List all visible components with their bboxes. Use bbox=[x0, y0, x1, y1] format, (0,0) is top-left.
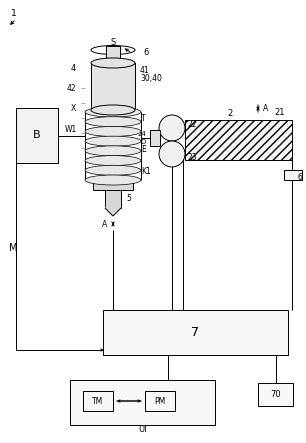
Text: B: B bbox=[33, 131, 41, 140]
Ellipse shape bbox=[85, 165, 141, 175]
Text: 22: 22 bbox=[188, 120, 197, 128]
Ellipse shape bbox=[85, 107, 141, 117]
Text: M: M bbox=[9, 243, 17, 253]
Bar bbox=[145, 391, 175, 411]
Bar bbox=[185, 120, 292, 160]
Ellipse shape bbox=[85, 126, 141, 136]
Text: PM: PM bbox=[154, 396, 166, 405]
Text: 5: 5 bbox=[126, 194, 131, 202]
Text: 21: 21 bbox=[275, 108, 285, 117]
Ellipse shape bbox=[85, 136, 141, 146]
Text: 41: 41 bbox=[140, 66, 150, 74]
Bar bbox=[105, 190, 121, 208]
Text: S: S bbox=[110, 38, 116, 47]
Bar bbox=[284, 170, 302, 180]
Ellipse shape bbox=[85, 146, 141, 156]
Text: W1: W1 bbox=[65, 125, 77, 135]
Text: 70: 70 bbox=[270, 390, 281, 399]
Bar bbox=[16, 108, 58, 163]
Text: X: X bbox=[70, 104, 76, 113]
Text: T: T bbox=[141, 113, 146, 123]
Bar bbox=[93, 181, 133, 190]
Ellipse shape bbox=[85, 117, 141, 127]
Text: A: A bbox=[263, 104, 268, 113]
Text: 23: 23 bbox=[188, 154, 198, 163]
Text: 7: 7 bbox=[192, 326, 200, 339]
Circle shape bbox=[159, 141, 185, 167]
Text: D: D bbox=[141, 139, 146, 145]
Ellipse shape bbox=[85, 155, 141, 166]
Bar bbox=[83, 391, 113, 411]
Text: UI: UI bbox=[138, 425, 147, 435]
Text: A: A bbox=[102, 219, 107, 229]
Text: TM: TM bbox=[92, 396, 104, 405]
Text: 6: 6 bbox=[297, 174, 302, 183]
Bar bbox=[103, 310, 288, 355]
Ellipse shape bbox=[91, 58, 135, 68]
Text: K1: K1 bbox=[141, 167, 151, 176]
Polygon shape bbox=[105, 208, 121, 216]
Text: 42: 42 bbox=[66, 83, 76, 93]
Bar bbox=[106, 46, 120, 63]
Ellipse shape bbox=[91, 105, 135, 115]
Bar bbox=[258, 383, 293, 406]
Bar bbox=[150, 130, 160, 146]
Text: E: E bbox=[141, 145, 146, 154]
Text: 30,40: 30,40 bbox=[140, 74, 162, 82]
Ellipse shape bbox=[85, 175, 141, 185]
Circle shape bbox=[159, 115, 185, 141]
Text: 1: 1 bbox=[11, 8, 17, 18]
Text: 6: 6 bbox=[143, 47, 148, 57]
Text: 2: 2 bbox=[227, 109, 233, 117]
Text: 24: 24 bbox=[137, 131, 146, 137]
Bar bbox=[70, 380, 215, 425]
Bar bbox=[91, 63, 135, 110]
Text: 4: 4 bbox=[70, 63, 76, 73]
